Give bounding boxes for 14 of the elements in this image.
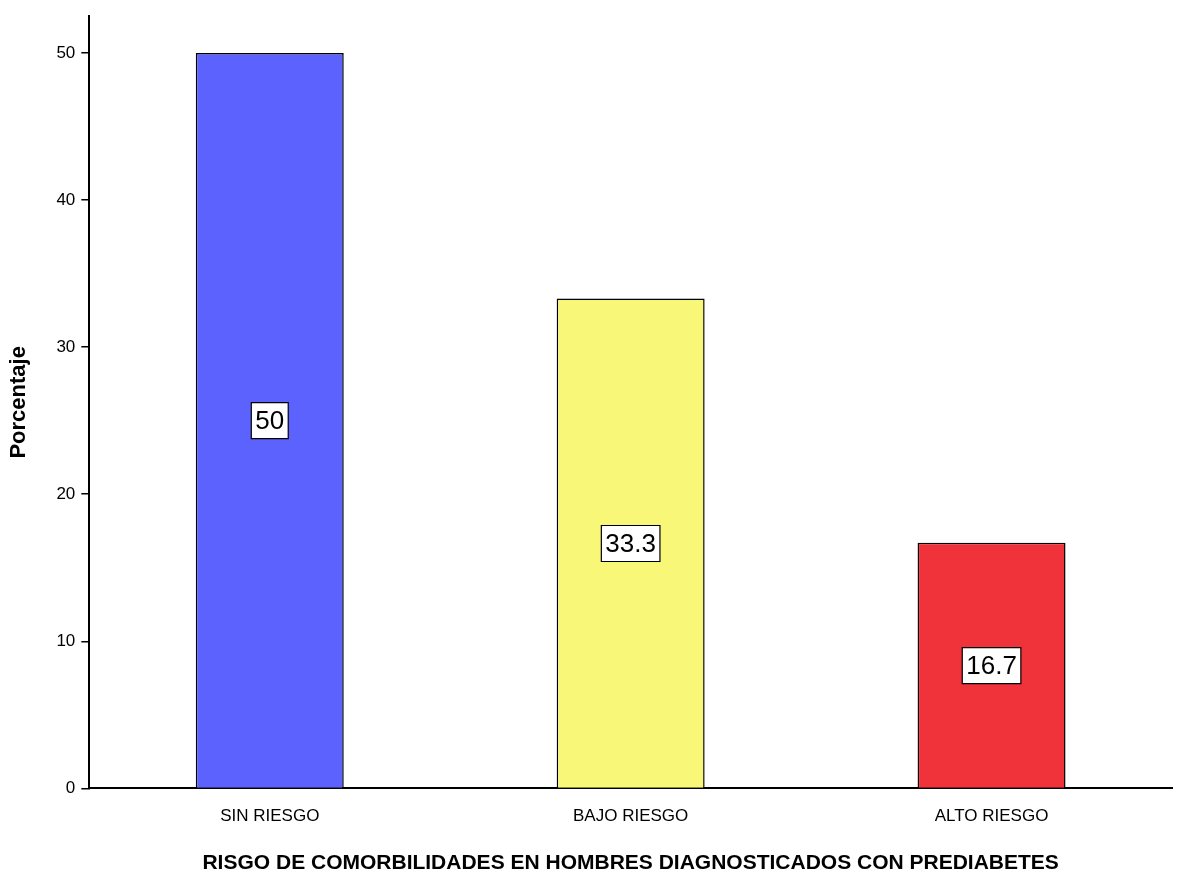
- y-tick-label: 10: [56, 631, 76, 650]
- x-tick-label: ALTO RIESGO: [934, 806, 1049, 826]
- x-tick-label: SIN RIESGO: [220, 806, 320, 826]
- data-label: 50: [255, 404, 285, 435]
- y-tick-label: 0: [65, 778, 76, 798]
- data-label: 16.7: [966, 649, 1017, 680]
- y-tick-label: 30: [56, 336, 76, 356]
- y-tick-label: 20: [56, 483, 76, 503]
- x-axis-title: RISGO DE COMORBILIDADES EN HOMBRES DIAGNOSTICADOS CON PREDIABETES: [202, 850, 1059, 874]
- y-tick-label: 40: [56, 189, 76, 209]
- y-tick-label: 50: [56, 42, 76, 62]
- y-axis-title: Porcentaje: [5, 346, 31, 459]
- x-tick-label: BAJO RIESGO: [573, 806, 689, 826]
- data-label: 33.3: [605, 527, 656, 558]
